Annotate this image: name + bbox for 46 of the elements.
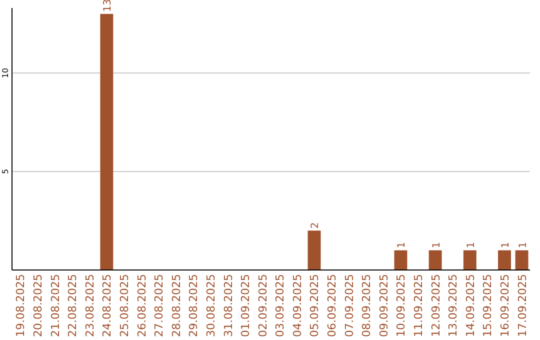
bar	[463, 250, 476, 270]
x-tick-label: 28.08.2025	[170, 274, 183, 337]
x-tick-label: 24.08.2025	[100, 274, 114, 337]
bar	[515, 250, 528, 270]
y-tick-label: 10	[1, 68, 10, 78]
bar	[498, 250, 511, 270]
x-tick-label: 15.09.2025	[481, 274, 494, 337]
x-tick-label: 03.09.2025	[274, 274, 287, 337]
x-tick-label: 20.08.2025	[32, 274, 45, 337]
x-tick-label: 16.09.2025	[498, 274, 512, 337]
x-tick-label: 14.09.2025	[464, 274, 477, 337]
data-label: 1	[431, 242, 442, 248]
bar	[308, 230, 321, 270]
bar	[100, 14, 114, 270]
x-tick-label: 05.09.2025	[308, 274, 322, 337]
x-tick-label: 11.09.2025	[412, 274, 426, 337]
x-tick-label: 19.08.2025	[14, 274, 28, 337]
x-tick-label: 21.08.2025	[48, 274, 62, 337]
data-label: 1	[500, 242, 512, 248]
x-tick-label: 29.08.2025	[187, 274, 200, 337]
x-tick-label: 06.09.2025	[326, 274, 339, 337]
x-tick-label: 12.09.2025	[429, 274, 442, 337]
x-tick-label: 22.08.2025	[66, 274, 80, 337]
data-label: 2	[310, 222, 322, 229]
x-tick-label: 07.09.2025	[342, 274, 356, 337]
bar	[394, 250, 408, 270]
x-tick-label: 04.09.2025	[290, 274, 304, 337]
x-tick-label: 09.09.2025	[377, 274, 390, 337]
x-tick-label: 27.08.2025	[152, 274, 166, 337]
y-tick-label: 5	[1, 168, 10, 174]
data-label: 1	[396, 242, 408, 248]
x-tick-label: 30.08.2025	[204, 274, 218, 337]
data-label: 1	[466, 242, 477, 248]
bar	[428, 250, 442, 270]
x-tick-label: 08.09.2025	[360, 274, 374, 337]
data-label: 1	[518, 242, 529, 248]
x-tick-label: 02.09.2025	[256, 274, 270, 337]
x-tick-label: 01.09.2025	[239, 274, 252, 337]
x-tick-label: 31.08.2025	[222, 274, 235, 337]
x-tick-label: 23.08.2025	[83, 274, 96, 337]
x-tick-label: 25.08.2025	[118, 274, 131, 337]
x-tick-label: 26.08.2025	[135, 274, 148, 337]
x-tick-label: 17.09.2025	[516, 274, 529, 337]
x-tick-label: 13.09.2025	[446, 274, 460, 337]
x-tick-label: 10.09.2025	[394, 274, 408, 337]
data-label: 13	[102, 0, 114, 12]
